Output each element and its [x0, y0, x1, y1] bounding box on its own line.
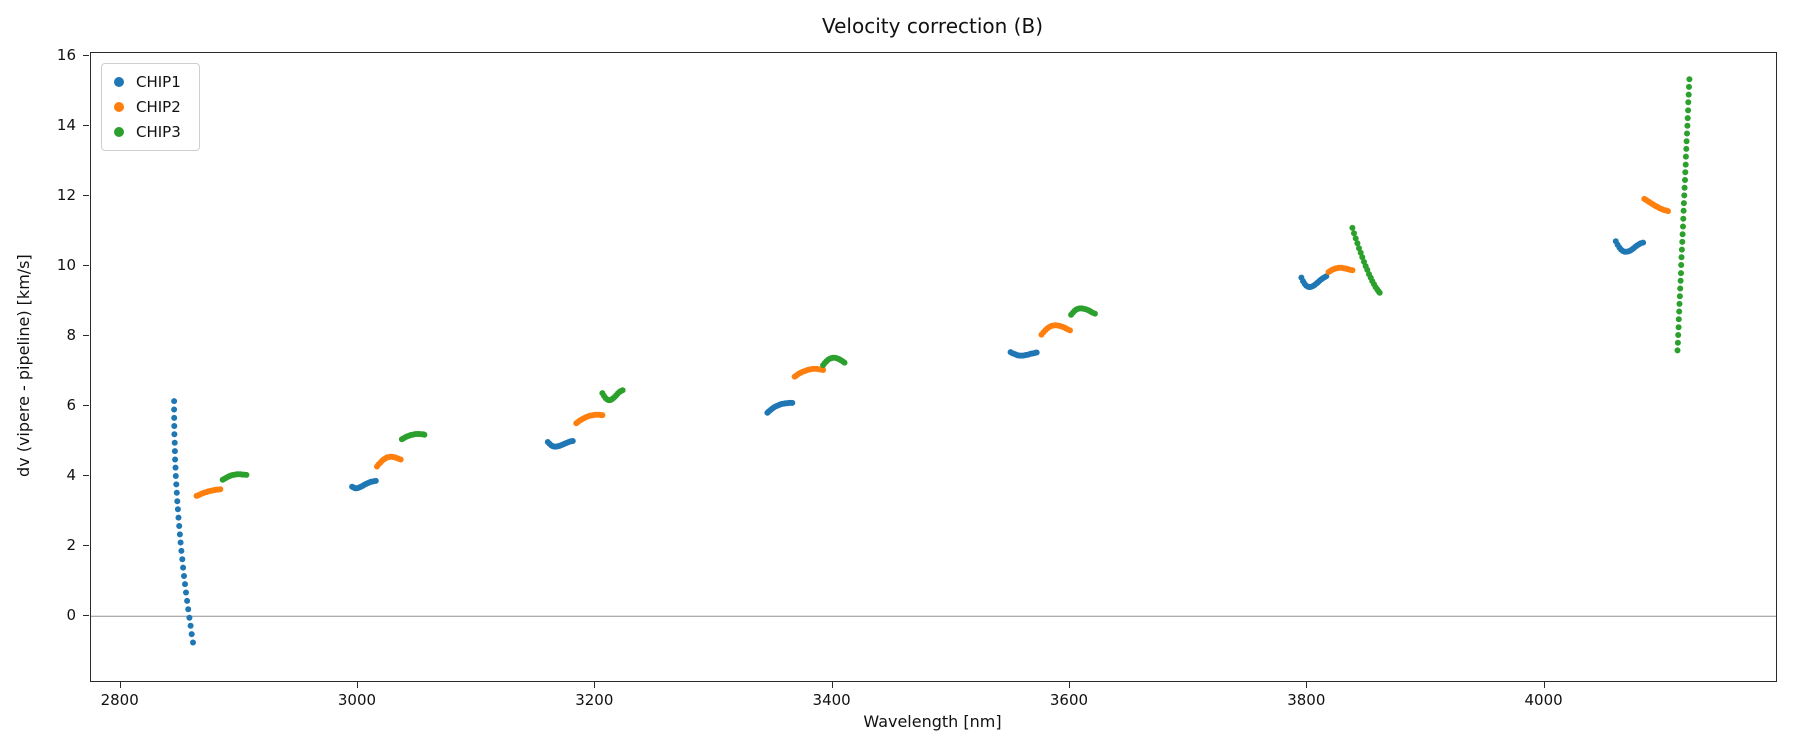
- legend-marker-icon: [114, 102, 124, 112]
- x-tick-mark: [356, 682, 358, 688]
- scatter-canvas: [91, 76, 1776, 646]
- y-tick-mark: [83, 405, 89, 407]
- y-tick-mark: [83, 615, 89, 617]
- y-tick-label: 2: [66, 536, 76, 555]
- y-tick-mark: [83, 475, 89, 477]
- y-tick-label: 0: [66, 606, 76, 625]
- y-tick-mark: [83, 545, 89, 547]
- y-axis-label: dv (vipere - pipeline) [km/s]: [14, 254, 33, 478]
- scatter-points-chip1: [171, 238, 1647, 646]
- y-tick-mark: [83, 265, 89, 267]
- legend-item-chip3: CHIP3: [114, 123, 181, 141]
- y-tick-label: 12: [56, 186, 76, 205]
- scatter-points-chip2: [193, 195, 1671, 499]
- y-tick-label: 6: [66, 396, 76, 415]
- x-tick-mark: [1306, 682, 1308, 688]
- legend-item-chip1: CHIP1: [114, 73, 181, 91]
- y-tick-label: 10: [56, 256, 76, 275]
- legend-marker-icon: [114, 77, 124, 87]
- legend-label: CHIP3: [136, 123, 181, 141]
- y-tick-label: 16: [56, 46, 76, 65]
- x-tick-mark: [1543, 682, 1545, 688]
- x-tick-label: 3800: [1287, 691, 1326, 709]
- y-tick-label: 8: [66, 326, 76, 345]
- legend-label: CHIP1: [136, 73, 181, 91]
- x-tick-label: 3000: [337, 691, 377, 709]
- y-tick-mark: [83, 125, 89, 127]
- y-tick-mark: [83, 55, 89, 57]
- legend: CHIP1 CHIP2 CHIP3: [101, 63, 200, 151]
- x-tick-mark: [594, 682, 596, 688]
- x-tick-label: 3200: [575, 691, 614, 709]
- x-axis-label: Wavelength [nm]: [863, 712, 1002, 731]
- x-tick-label: 4000: [1524, 691, 1563, 709]
- x-tick-mark: [119, 682, 121, 688]
- legend-item-chip2: CHIP2: [114, 98, 181, 116]
- y-tick-label: 4: [66, 466, 76, 485]
- scatter-points-chip3: [219, 76, 1693, 483]
- legend-label: CHIP2: [136, 98, 181, 116]
- x-tick-label: 3600: [1049, 691, 1089, 709]
- legend-marker-icon: [114, 127, 124, 137]
- y-tick-mark: [83, 335, 89, 337]
- plot-area: CHIP1 CHIP2 CHIP3: [90, 52, 1777, 682]
- x-tick-mark: [1068, 682, 1070, 688]
- y-tick-mark: [83, 195, 89, 197]
- chart-title: Velocity correction (B): [822, 14, 1043, 38]
- x-tick-label: 2800: [100, 691, 139, 709]
- x-tick-label: 3400: [812, 691, 851, 709]
- y-tick-label: 14: [56, 116, 76, 135]
- x-tick-mark: [831, 682, 833, 688]
